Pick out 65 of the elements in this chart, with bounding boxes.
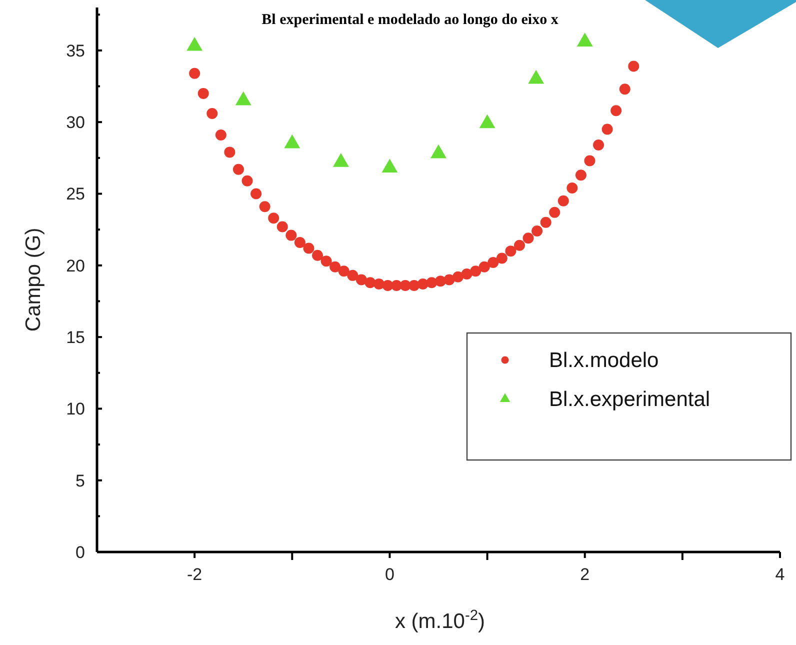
- point: [488, 257, 499, 268]
- point: [206, 108, 218, 119]
- point: [610, 105, 622, 116]
- point: [294, 236, 306, 248]
- point: [268, 212, 280, 224]
- point: [593, 140, 604, 151]
- x-axis-title: x (m.10$^{-2}$): [394, 608, 486, 633]
- point: [628, 60, 640, 72]
- point: [408, 280, 420, 291]
- point: [373, 278, 384, 290]
- point: [575, 170, 586, 181]
- point: [602, 124, 613, 135]
- point: [540, 216, 552, 228]
- point: [276, 221, 288, 232]
- point: [426, 277, 438, 288]
- y-axis-title: Campo (G): [22, 228, 45, 332]
- point: [522, 232, 534, 244]
- point: [566, 182, 578, 194]
- point: [619, 84, 630, 95]
- point: [549, 206, 560, 218]
- x-tick-label: 2: [580, 565, 590, 584]
- y-tick-label: 35: [66, 41, 85, 60]
- point: [303, 242, 314, 254]
- point: [505, 246, 516, 257]
- point: [470, 266, 482, 277]
- y-tick-label: 15: [66, 328, 85, 347]
- point: [584, 155, 596, 166]
- legend-label: Bl.x.modelo: [549, 349, 659, 372]
- point: [224, 146, 236, 158]
- point: [320, 256, 332, 267]
- point: [312, 250, 324, 261]
- point: [232, 164, 244, 175]
- point: [259, 201, 270, 212]
- y-tick-label: 30: [66, 113, 85, 132]
- y-tick-label: 0: [76, 542, 85, 562]
- chart-title: Bl experimental e modelado ao longo do eixo x: [262, 12, 559, 28]
- point: [478, 261, 490, 272]
- y-tick-label: 5: [76, 471, 85, 490]
- point: [242, 175, 253, 186]
- point: [391, 280, 402, 291]
- point: [356, 274, 367, 286]
- x-tick-label: 0: [384, 565, 394, 584]
- point: [452, 271, 464, 282]
- point: [330, 261, 341, 272]
- x-tick-label: -2: [187, 565, 202, 584]
- legend-label: Bl.x.experimental: [549, 388, 710, 411]
- point: [215, 130, 226, 140]
- point: [444, 274, 455, 286]
- point: [347, 270, 358, 281]
- y-tick-label: 20: [66, 256, 85, 276]
- point: [286, 230, 297, 241]
- x-tick-label: 4: [775, 565, 785, 584]
- point: [514, 240, 525, 251]
- point: [338, 266, 350, 277]
- y-tick-label: 25: [66, 184, 85, 204]
- point: [198, 88, 209, 99]
- point: [434, 276, 446, 287]
- point: [189, 68, 200, 79]
- point: [250, 188, 262, 200]
- point: [364, 277, 376, 288]
- point: [532, 226, 543, 236]
- point: [461, 268, 472, 280]
- y-tick-label: 10: [66, 400, 85, 419]
- point: [496, 252, 508, 264]
- point: [558, 195, 569, 206]
